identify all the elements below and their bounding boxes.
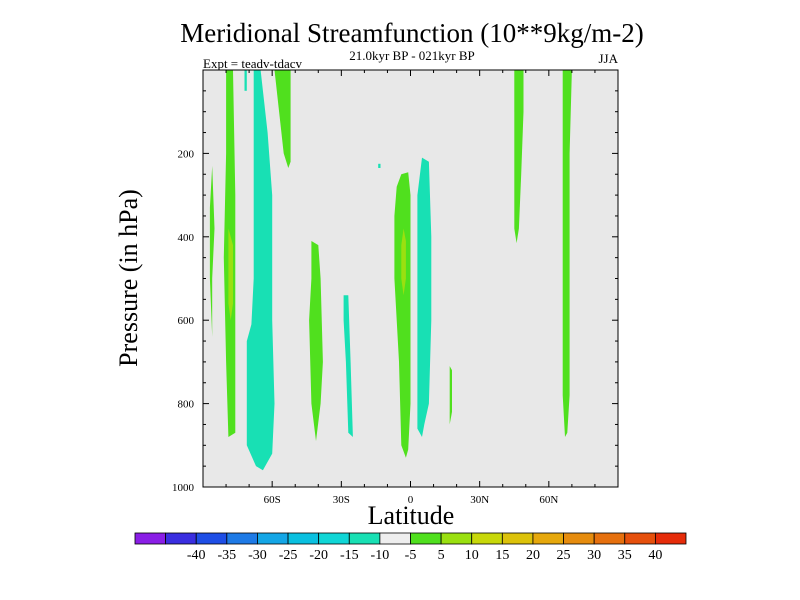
experiment-label: Expt = teadv-tdacv xyxy=(203,56,303,71)
colorbar-label: -25 xyxy=(279,548,298,563)
colorbar-label: -40 xyxy=(187,548,206,563)
chart-title: Meridional Streamfunction (10**9kg/m-2) xyxy=(180,18,643,48)
contour-region-8 xyxy=(343,295,353,437)
colorbar-label: 35 xyxy=(618,548,632,563)
x-tick-label: 0 xyxy=(408,494,414,506)
contour-region-1 xyxy=(209,165,215,337)
contour-regions xyxy=(209,70,572,471)
contour-region-10 xyxy=(394,172,411,458)
colorbar-label: -30 xyxy=(248,548,267,563)
colorbar-label: 20 xyxy=(526,548,540,563)
x-tick-label: 60S xyxy=(264,494,281,506)
colorbar: -40 -35 -30 -25 -20 -15 -10 -5 5 10 15 20 25 30 35 40 xyxy=(134,532,687,563)
y-tick-label: 1000 xyxy=(172,482,195,494)
colorbar-swatch xyxy=(654,532,687,545)
colorbar-swatch xyxy=(410,532,442,545)
colorbar-swatch xyxy=(471,532,503,545)
colorbar-label: 25 xyxy=(557,548,571,563)
colorbar-label: 40 xyxy=(648,548,662,563)
colorbar-label: -15 xyxy=(340,548,359,563)
contour-region-3 xyxy=(228,228,233,321)
colorbar-swatch xyxy=(134,532,167,545)
colorbar-swatch xyxy=(318,532,350,545)
colorbar-label: -35 xyxy=(217,548,236,563)
colorbar-label: 10 xyxy=(465,548,479,563)
y-tick-label: 800 xyxy=(178,399,195,411)
colorbar-swatch xyxy=(440,532,473,545)
colorbar-swatch xyxy=(563,532,595,545)
x-axis-label: Latitude xyxy=(368,501,455,530)
chart-subtitle: 21.0kyr BP - 021kyr BP xyxy=(349,48,475,63)
axis-ticks: 60S 30S 0 30N 60N 200 400 600 800 1000 xyxy=(172,69,619,506)
contour-region-9 xyxy=(378,163,381,168)
colorbar-label: 15 xyxy=(495,548,509,563)
colorbar-swatch xyxy=(348,532,381,545)
colorbar-swatch xyxy=(195,532,228,545)
colorbar-label: 5 xyxy=(438,548,445,563)
colorbar-label: -5 xyxy=(405,548,417,563)
colorbar-swatch xyxy=(532,532,564,545)
contour-region-14 xyxy=(514,70,524,244)
contour-region-6 xyxy=(274,70,291,168)
contour-region-4 xyxy=(244,70,247,91)
colorbar-swatch xyxy=(379,532,411,545)
y-axis-label: Pressure (in hPa) xyxy=(114,189,143,367)
season-label: JJA xyxy=(598,51,618,66)
colorbar-swatch xyxy=(501,532,534,545)
y-tick-label: 600 xyxy=(178,315,195,327)
contour-region-5 xyxy=(246,70,275,471)
contour-region-15 xyxy=(562,70,572,437)
colorbar-swatch xyxy=(624,532,656,545)
x-tick-label: 30N xyxy=(470,494,489,506)
colorbar-label: -10 xyxy=(371,548,390,563)
colorbar-swatch xyxy=(165,532,197,545)
contour-region-12 xyxy=(417,157,432,437)
colorbar-swatch xyxy=(287,532,320,545)
colorbar-swatch xyxy=(226,532,258,545)
colorbar-label: 30 xyxy=(587,548,601,563)
colorbar-label: -20 xyxy=(309,548,328,563)
y-tick-label: 400 xyxy=(178,232,195,244)
colorbar-swatch xyxy=(593,532,626,545)
x-tick-label: 60N xyxy=(539,494,558,506)
contour-region-11 xyxy=(401,228,406,296)
y-tick-label: 200 xyxy=(178,148,195,160)
contour-region-13 xyxy=(449,366,452,425)
x-tick-label: 30S xyxy=(333,494,350,506)
colorbar-swatch xyxy=(257,532,289,545)
contour-region-7 xyxy=(309,241,323,442)
